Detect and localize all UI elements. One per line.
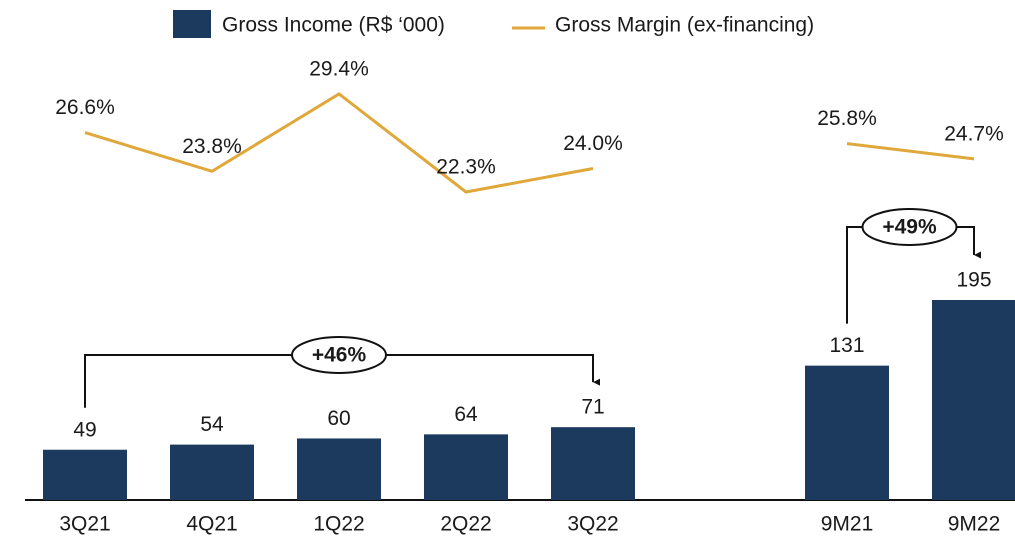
growth-label: +49%	[882, 216, 937, 239]
bar-value-label: 54	[200, 413, 224, 436]
growth-badge	[861, 208, 958, 246]
bar-value-label: 64	[454, 403, 478, 426]
legend-label: Gross Margin (ex-financing)	[555, 14, 814, 37]
legend-label: Gross Income (R$ ‘000)	[222, 14, 445, 37]
x-tick-label: 9M22	[948, 513, 1001, 536]
growth-badge	[291, 336, 387, 374]
growth-label: +46%	[312, 344, 367, 367]
bar	[297, 438, 381, 500]
line-value-label: 26.6%	[55, 96, 115, 119]
line-value-label: 24.7%	[944, 122, 1004, 145]
x-tick-label: 4Q21	[186, 513, 237, 536]
line-value-label: 24.0%	[563, 132, 623, 155]
bar	[932, 300, 1015, 500]
x-tick-label: 9M21	[821, 513, 874, 536]
bar-value-label: 60	[327, 407, 350, 430]
bar	[43, 449, 127, 500]
x-tick-label: 3Q21	[59, 513, 110, 536]
legend-swatch	[173, 10, 211, 38]
x-tick-label: 1Q22	[313, 513, 364, 536]
line-value-label: 22.3%	[436, 156, 496, 179]
line-value-label: 25.8%	[817, 107, 877, 130]
line-value-label: 29.4%	[309, 57, 369, 80]
x-tick-label: 2Q22	[440, 513, 491, 536]
bar-value-label: 195	[956, 269, 991, 292]
bar	[805, 365, 889, 500]
line	[84, 92, 975, 194]
bar	[170, 444, 254, 500]
bar	[551, 427, 635, 500]
bar-value-label: 49	[73, 418, 96, 441]
bar-value-label: 71	[581, 396, 604, 419]
bar	[424, 434, 508, 500]
line-value-label: 23.8%	[182, 135, 242, 158]
bar-value-label: 131	[829, 334, 864, 357]
x-tick-label: 3Q22	[567, 513, 618, 536]
